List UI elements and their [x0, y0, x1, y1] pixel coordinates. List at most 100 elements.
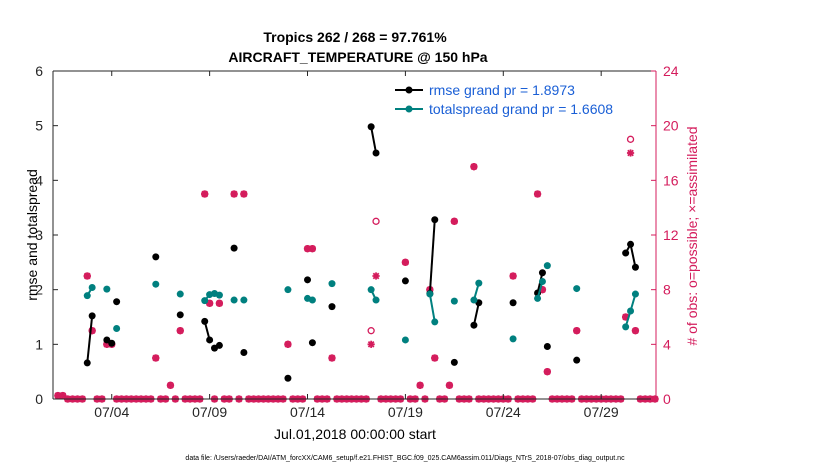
spread-point: [284, 286, 292, 294]
rmse-point: [631, 263, 639, 271]
obs-assimilated-marker: [450, 217, 458, 225]
legend-rmse-label: rmse grand pr = 1.8973: [429, 82, 575, 98]
y-right-tick-label: 0: [663, 391, 671, 407]
obs-assimilated-marker: [230, 190, 238, 198]
x-tick-label: 07/29: [584, 404, 619, 420]
spread-point: [622, 323, 630, 331]
chart-title: Tropics 262 / 268 = 97.761%: [263, 29, 447, 45]
y-axis-label: rmse and totalspread: [24, 169, 40, 301]
obs-assimilated-stroke: [176, 327, 184, 335]
rmse-line: [472, 302, 480, 326]
obs-assimilated-marker: [240, 190, 248, 198]
rmse-point: [450, 358, 458, 366]
obs-assimilated-stroke: [152, 354, 160, 362]
rmse-point: [201, 317, 209, 325]
obs-assimilated-stroke: [431, 354, 439, 362]
obs-assimilated-marker: [543, 368, 551, 376]
obs-assimilated-stroke: [83, 272, 91, 280]
obs-assimilated-marker: [166, 381, 175, 389]
spread-point: [152, 280, 160, 288]
spread-point: [372, 296, 380, 304]
rmse-point: [401, 277, 409, 285]
obs-assimilated-marker: [470, 163, 478, 171]
spread-point: [631, 290, 639, 298]
obs-assimilated-marker: [176, 327, 184, 335]
x-axis-label: Jul.01,2018 00:00:00 start: [274, 426, 436, 442]
rmse-point: [627, 240, 635, 248]
x-tick-label: 07/19: [388, 404, 423, 420]
rmse-point: [230, 244, 238, 252]
y-right-tick-label: 8: [663, 282, 671, 298]
obs-assimilated-stroke: [622, 313, 629, 321]
rmse-point: [470, 321, 478, 329]
y-right-tick-label: 12: [663, 227, 679, 243]
obs-assimilated-stroke: [446, 381, 453, 389]
obs-assimilated-stroke: [304, 245, 311, 253]
obs-assimilated-marker: [445, 381, 454, 389]
spread-point: [627, 307, 635, 315]
obs-assimilated-stroke: [54, 392, 62, 399]
obs-assimilated-stroke: [367, 340, 375, 348]
obs-assimilated-stroke: [509, 272, 517, 280]
legend: rmse grand pr = 1.8973 totalspread grand…: [388, 79, 650, 121]
obs-possible-marker: [367, 327, 375, 335]
rmse-line: [428, 219, 436, 294]
rmse-point: [206, 336, 214, 344]
rmse-point: [622, 249, 630, 257]
legend-rmse-marker: [405, 86, 413, 94]
obs-assimilated-marker: [215, 299, 224, 307]
obs-assimilated-marker: [631, 327, 640, 335]
obs-assimilated-stroke: [470, 163, 478, 171]
y-tick-label: 3: [35, 227, 43, 243]
plot-area: [53, 71, 656, 399]
obs-assimilated-stroke: [167, 381, 174, 389]
y-tick-label: 1: [35, 336, 43, 352]
spread-point: [215, 291, 223, 299]
spread-point: [475, 279, 483, 287]
spread-point: [83, 292, 91, 300]
spread-point: [113, 324, 121, 332]
rmse-point: [284, 374, 292, 382]
obs-assimilated-stroke: [573, 327, 581, 335]
spread-point: [308, 296, 316, 304]
spread-point: [176, 290, 184, 298]
spread-point: [573, 285, 581, 293]
y-tick-label: 4: [35, 172, 43, 188]
rmse-line: [86, 315, 94, 364]
obs-assimilated-stroke: [216, 299, 223, 307]
rmse-point: [88, 312, 96, 320]
rmse-point: [573, 356, 581, 364]
rmse-point: [215, 341, 223, 349]
obs-count-layer: [54, 135, 659, 403]
obs-assimilated-stroke: [416, 381, 424, 389]
obs-assimilated-marker: [431, 354, 439, 362]
y-tick-label: 2: [35, 282, 43, 298]
spread-point: [470, 296, 478, 304]
obs-assimilated-stroke: [544, 368, 551, 376]
series-layer: [83, 123, 639, 382]
legend-box: [388, 79, 650, 121]
rmse-point: [304, 276, 312, 284]
rmse-point: [509, 299, 517, 307]
spread-point: [230, 296, 238, 304]
x-tick-label: 07/09: [192, 404, 227, 420]
obs-assimilated-marker: [372, 272, 380, 280]
spread-point: [538, 277, 546, 285]
legend-spread-marker: [405, 105, 413, 113]
obs-assimilated-marker: [401, 258, 410, 266]
spread-point: [534, 294, 542, 302]
y-tick-label: 5: [35, 118, 43, 134]
obs-assimilated-stroke: [328, 354, 336, 362]
obs-assimilated-stroke: [230, 190, 238, 198]
spread-point: [450, 297, 458, 305]
obs-assimilated-marker: [533, 190, 542, 198]
rmse-point: [176, 311, 184, 319]
spread-point: [543, 262, 551, 270]
obs-assimilated-marker: [152, 354, 160, 362]
y-axis-right-label: # of obs: o=possible; ×=assimilated: [684, 126, 700, 345]
obs-assimilated-stroke: [59, 392, 67, 399]
spread-point: [509, 335, 517, 343]
spread-point: [431, 318, 439, 326]
obs-assimilated-marker: [573, 327, 581, 335]
spread-point: [401, 336, 409, 344]
